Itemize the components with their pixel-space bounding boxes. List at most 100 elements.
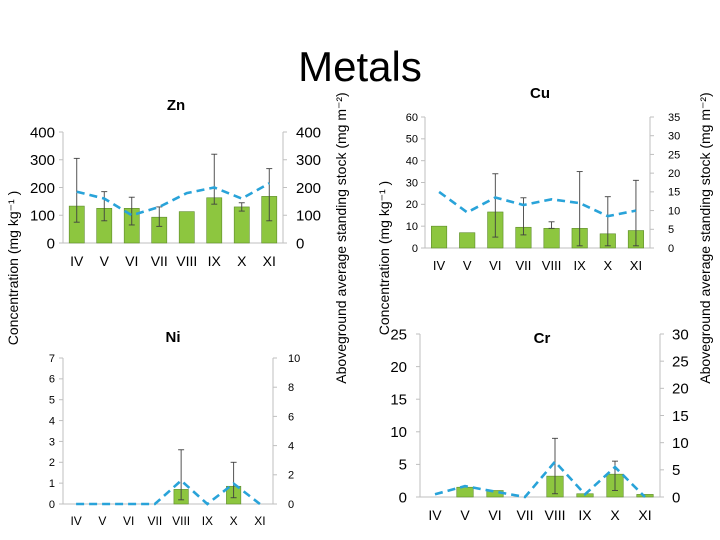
left-tick-label: 200 xyxy=(30,180,55,197)
left-tick-label: 50 xyxy=(406,134,418,146)
left-tick-label: 2 xyxy=(49,457,55,469)
x-tick-label: IX xyxy=(208,253,222,269)
x-tick-label: IV xyxy=(428,507,442,523)
x-tick-label: VI xyxy=(488,507,501,523)
left-tick-label: 40 xyxy=(406,156,418,168)
left-tick-label: 0 xyxy=(47,235,55,252)
right-tick-label: 10 xyxy=(672,435,689,452)
x-tick-label: X xyxy=(237,253,247,269)
right-tick-label: 400 xyxy=(296,124,321,141)
left-tick-label: 10 xyxy=(390,424,407,441)
x-tick-label: VIII xyxy=(172,514,190,528)
right-tick-label: 2 xyxy=(288,470,294,482)
right-tick-label: 10 xyxy=(288,353,300,365)
standing-stock-line xyxy=(76,478,261,506)
x-tick-label: X xyxy=(230,514,238,528)
mid-left-axis-label: Aboveground average standing stock (mg m… xyxy=(333,92,349,383)
right-tick-label: 6 xyxy=(288,411,294,423)
x-tick-label: IV xyxy=(433,258,446,273)
x-tick-label: IX xyxy=(574,258,587,273)
right-tick-label: 15 xyxy=(668,187,680,199)
left-tick-label: 300 xyxy=(30,152,55,169)
mid-right-axis-label: Concentration (mg kg⁻¹ ) xyxy=(376,181,392,335)
bar-v xyxy=(456,486,474,498)
right-tick-label: 0 xyxy=(288,499,294,511)
left-tick-label: 7 xyxy=(49,353,55,365)
right-tick-label: 30 xyxy=(668,131,680,143)
x-tick-label: VIII xyxy=(542,258,562,273)
x-tick-label: XI xyxy=(263,253,276,269)
x-tick-label: XI xyxy=(254,514,265,528)
x-tick-label: IV xyxy=(70,514,81,528)
x-tick-label: VII xyxy=(516,507,533,523)
page-title: Metals xyxy=(298,43,422,90)
right-tick-label: 0 xyxy=(668,243,674,255)
left-tick-label: 100 xyxy=(30,208,55,225)
x-tick-label: IX xyxy=(578,507,592,523)
left-tick-label: 0 xyxy=(49,499,55,511)
standing-stock-line xyxy=(438,190,637,218)
right-tick-label: 35 xyxy=(668,112,680,124)
x-tick-label: XI xyxy=(630,258,642,273)
bar-x xyxy=(233,206,250,244)
bar-viii xyxy=(178,211,195,244)
right-tick-label: 300 xyxy=(296,152,321,169)
left-tick-label: 15 xyxy=(390,391,407,408)
left-tick-label: 60 xyxy=(406,112,418,124)
x-tick-label: VII xyxy=(515,258,531,273)
x-tick-label: VIII xyxy=(544,507,565,523)
right-tick-label: 25 xyxy=(668,149,680,161)
right-tick-label: 10 xyxy=(668,205,680,217)
right-tick-label: 0 xyxy=(672,489,680,506)
right-tick-label: 20 xyxy=(672,381,689,398)
x-tick-label: IV xyxy=(70,253,84,269)
x-tick-label: V xyxy=(100,253,110,269)
x-tick-label: XI xyxy=(638,507,651,523)
left-tick-label: 0 xyxy=(412,243,418,255)
left-tick-label: 3 xyxy=(49,436,55,448)
left-tick-label: 0 xyxy=(399,489,407,506)
right-tick-label: 15 xyxy=(672,408,689,425)
right-tick-label: 30 xyxy=(672,326,689,343)
left-tick-label: 5 xyxy=(399,457,407,474)
x-tick-label: VI xyxy=(489,258,501,273)
bar-viii xyxy=(543,228,560,249)
chart-ni: Ni 0 1 2 3 4 5 6 7 0 2 4 6 8 10 IV V VI VII VIII IX X XI xyxy=(49,329,300,528)
x-tick-label: VI xyxy=(125,253,138,269)
chart-cr: Cr 0 5 10 15 20 25 0 5 10 15 20 25 30 IV V VI VII VIII IX X X… xyxy=(390,326,688,523)
x-tick-label: X xyxy=(603,258,612,273)
right-tick-label: 5 xyxy=(668,224,674,236)
left-tick-label: 10 xyxy=(406,221,418,233)
right-tick-label: 100 xyxy=(296,208,321,225)
left-tick-label: 20 xyxy=(390,359,407,376)
left-tick-label: 1 xyxy=(49,478,55,490)
left-tick-label: 20 xyxy=(406,199,418,211)
left-tick-label: 30 xyxy=(406,177,418,189)
x-tick-label: VIII xyxy=(176,253,197,269)
x-tick-label: V xyxy=(98,514,106,528)
left-axis-label: Concentration (mg kg⁻¹ ) xyxy=(5,191,21,345)
left-tick-label: 25 xyxy=(390,326,407,343)
chart-title: Cr xyxy=(534,330,551,347)
x-tick-label: V xyxy=(460,507,470,523)
chart-zn: Zn 0 100 200 300 400 0 100 200 300 400 IV V VI VII VIII… xyxy=(30,97,321,269)
left-tick-label: 5 xyxy=(49,395,55,407)
standing-stock-line xyxy=(76,182,270,217)
x-tick-label: V xyxy=(463,258,472,273)
right-axis-label: Aboveground average standing stock (mg m… xyxy=(697,92,713,383)
bar-iv xyxy=(431,225,448,249)
chart-title: Zn xyxy=(167,97,185,114)
bar-v xyxy=(459,232,476,249)
right-tick-label: 5 xyxy=(672,462,680,479)
x-tick-label: VI xyxy=(123,514,134,528)
left-tick-label: 400 xyxy=(30,124,55,141)
right-tick-label: 0 xyxy=(296,235,304,252)
x-tick-label: VII xyxy=(148,514,163,528)
x-tick-label: VII xyxy=(151,253,168,269)
x-tick-label: IX xyxy=(202,514,213,528)
chart-title: Ni xyxy=(166,329,181,346)
chart-title: Cu xyxy=(530,85,550,102)
chart-cu: Cu 0 10 20 30 40 50 60 0 5 10 15 20 25 30 35 IV V VI VII VII… xyxy=(406,85,681,273)
